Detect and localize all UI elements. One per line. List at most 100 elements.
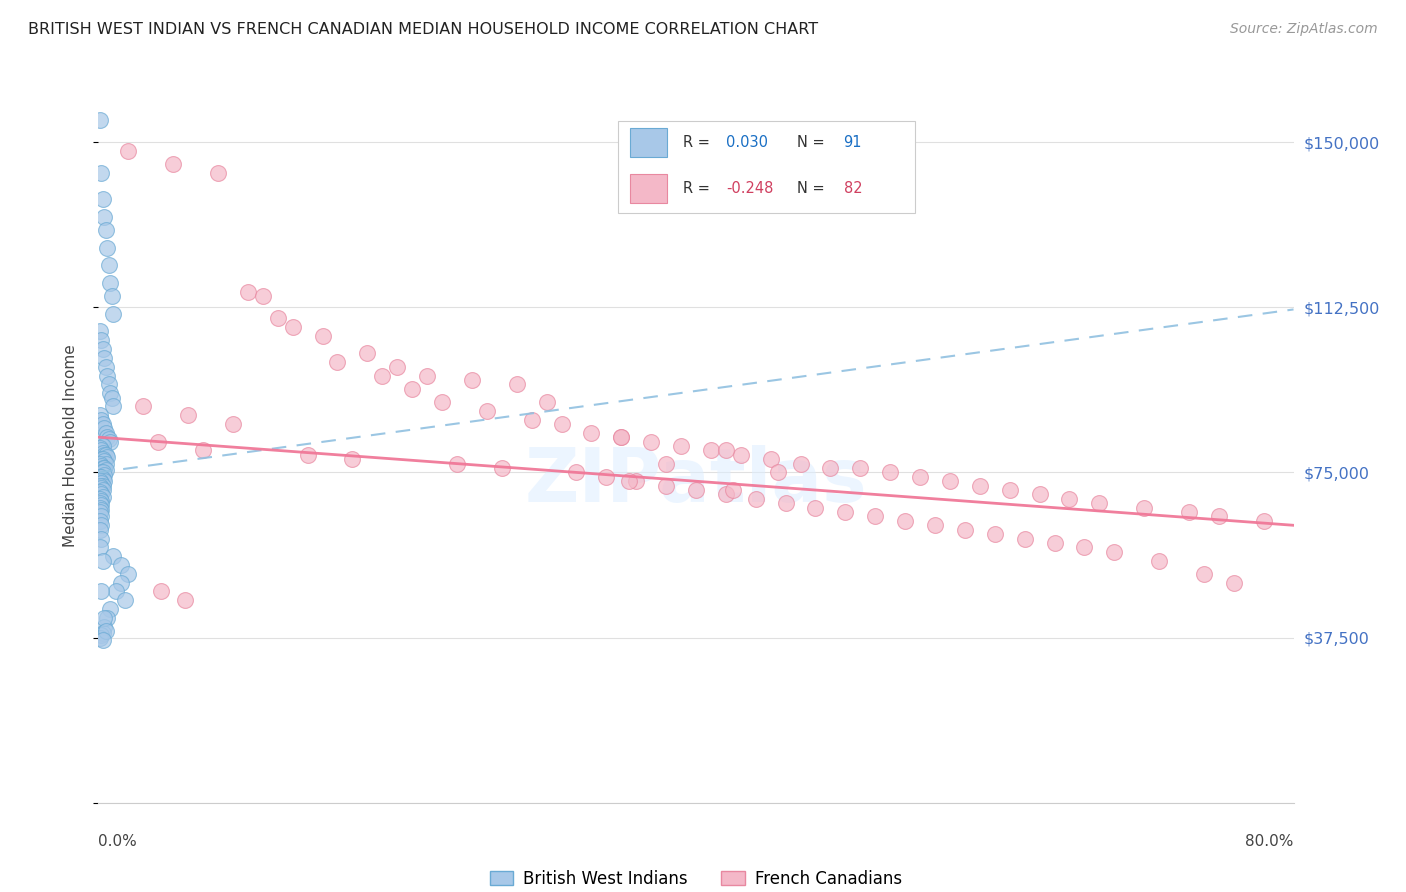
Point bbox=[114, 593, 136, 607]
Point bbox=[90, 494, 112, 508]
Point bbox=[93, 210, 115, 224]
Point bbox=[93, 461, 115, 475]
Point bbox=[1073, 541, 1095, 555]
Point bbox=[105, 584, 128, 599]
Point bbox=[520, 412, 543, 426]
Point bbox=[1192, 566, 1215, 581]
Text: Source: ZipAtlas.com: Source: ZipAtlas.com bbox=[1230, 22, 1378, 37]
Point bbox=[655, 457, 678, 471]
Point bbox=[103, 307, 125, 321]
Point bbox=[93, 467, 115, 482]
Point bbox=[94, 624, 117, 638]
Point bbox=[162, 157, 184, 171]
Point bbox=[252, 289, 274, 303]
Point bbox=[93, 475, 115, 489]
Point bbox=[174, 593, 197, 607]
Point bbox=[924, 518, 946, 533]
Point bbox=[416, 368, 439, 383]
Point bbox=[89, 631, 111, 645]
Point bbox=[93, 611, 115, 625]
Point bbox=[93, 421, 115, 435]
Point bbox=[89, 491, 111, 506]
Point bbox=[506, 377, 529, 392]
Point bbox=[766, 466, 789, 480]
Point bbox=[103, 549, 125, 563]
Point bbox=[148, 434, 170, 449]
Point bbox=[89, 325, 111, 339]
Point bbox=[655, 478, 678, 492]
Point bbox=[475, 403, 498, 417]
Point bbox=[222, 417, 245, 431]
Point bbox=[89, 113, 111, 128]
Point bbox=[96, 611, 118, 625]
Point bbox=[91, 632, 114, 647]
Point bbox=[536, 395, 558, 409]
Point bbox=[90, 166, 112, 180]
Point bbox=[97, 377, 120, 392]
Point bbox=[97, 259, 120, 273]
Point bbox=[89, 523, 111, 537]
Point bbox=[91, 342, 114, 356]
Point bbox=[894, 514, 917, 528]
Point bbox=[1059, 491, 1081, 506]
Point bbox=[90, 503, 112, 517]
Point bbox=[89, 496, 111, 510]
Point bbox=[89, 475, 111, 489]
Point bbox=[90, 412, 112, 426]
Point bbox=[998, 483, 1021, 497]
Point bbox=[91, 417, 114, 431]
Point bbox=[1014, 532, 1036, 546]
Point bbox=[610, 430, 633, 444]
Point bbox=[461, 373, 484, 387]
Text: N =: N = bbox=[797, 181, 825, 195]
Point bbox=[430, 395, 453, 409]
Point bbox=[90, 437, 112, 451]
Point bbox=[89, 500, 111, 515]
Point bbox=[91, 490, 114, 504]
Point bbox=[100, 434, 122, 449]
Point bbox=[89, 514, 111, 528]
Point bbox=[100, 602, 122, 616]
Point bbox=[236, 285, 259, 299]
Point bbox=[1088, 496, 1111, 510]
Point bbox=[969, 478, 991, 492]
Point bbox=[101, 391, 124, 405]
Point bbox=[96, 241, 118, 255]
Text: 91: 91 bbox=[844, 135, 862, 150]
Point bbox=[581, 425, 603, 440]
Point bbox=[93, 351, 115, 365]
Point bbox=[849, 461, 872, 475]
Point bbox=[90, 476, 112, 491]
Point bbox=[101, 289, 124, 303]
Point bbox=[804, 500, 827, 515]
Text: -0.248: -0.248 bbox=[725, 181, 773, 195]
Point bbox=[90, 443, 112, 458]
Point bbox=[714, 443, 737, 458]
Point bbox=[311, 329, 333, 343]
Point bbox=[132, 400, 155, 414]
Point bbox=[834, 505, 856, 519]
Point bbox=[100, 386, 122, 401]
Point bbox=[91, 461, 114, 475]
Point bbox=[984, 527, 1007, 541]
Point bbox=[90, 481, 112, 495]
Point bbox=[91, 478, 114, 492]
Point bbox=[89, 457, 111, 471]
Text: R =: R = bbox=[683, 135, 710, 150]
Point bbox=[93, 619, 115, 633]
Point bbox=[94, 463, 117, 477]
Point bbox=[191, 443, 214, 458]
Point bbox=[1223, 575, 1246, 590]
Point bbox=[94, 448, 117, 462]
Point bbox=[96, 368, 118, 383]
Point bbox=[90, 333, 112, 347]
Point bbox=[94, 359, 117, 374]
Point bbox=[117, 144, 139, 158]
Point bbox=[371, 368, 394, 383]
Point bbox=[356, 346, 378, 360]
Point bbox=[110, 558, 132, 572]
Point bbox=[96, 450, 118, 464]
Point bbox=[94, 223, 117, 237]
Point bbox=[820, 461, 842, 475]
FancyBboxPatch shape bbox=[630, 128, 668, 157]
